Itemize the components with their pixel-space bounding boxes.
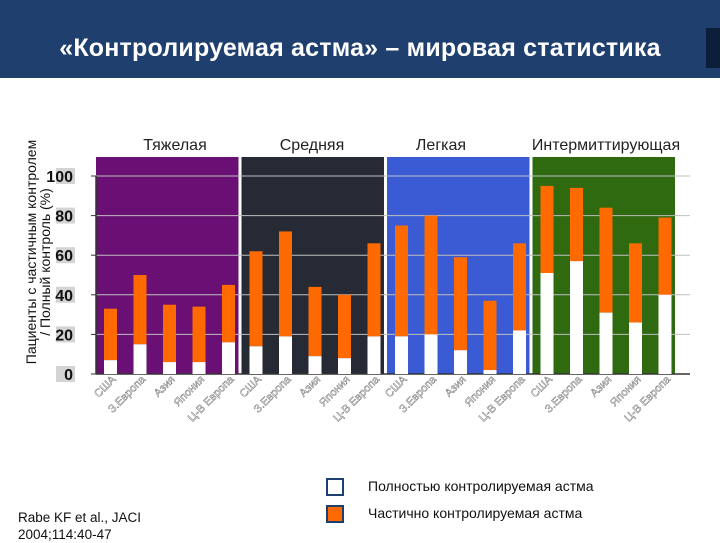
x-tick-label-3-3: Азия (443, 374, 469, 400)
bar-partial-4-4 (629, 243, 642, 323)
bar-full-3-5 (513, 330, 526, 374)
bar-partial-2-5 (367, 243, 381, 337)
bar-full-1-1 (104, 360, 117, 374)
y-tick-tile-80 (56, 207, 75, 224)
group-title-4: Интермиттирующая (532, 137, 680, 154)
citation-line-1: Rabe KF et al., JACI (18, 510, 142, 525)
bar-full-1-2 (133, 344, 147, 374)
citation: Rabe KF et al., JACI 2004;114:40-47 (18, 509, 218, 543)
bar-full-4-4 (629, 322, 642, 374)
bar-full-4-3 (599, 312, 613, 374)
bar-full-2-5 (367, 336, 381, 374)
y-tick-tile-60 (56, 247, 75, 264)
citation-line-2: 2004;114:40-47 (18, 527, 112, 542)
y-tick-label-20: 20 (55, 327, 73, 344)
x-tick-label-3-1: США (383, 373, 410, 400)
x-tick-label-1-3: Азия (152, 374, 178, 400)
bar-full-3-4 (483, 370, 497, 374)
bar-partial-3-3 (454, 257, 467, 351)
bar-full-1-4 (192, 362, 206, 374)
x-tick-label-1-1: США (92, 373, 119, 400)
y-tick-tile-0 (56, 366, 75, 382)
legend-swatch-full-control (326, 478, 344, 496)
y-tick-tile-100 (56, 168, 75, 184)
legend-label-full-control: Полностью контролируемая астма (368, 478, 594, 494)
bar-partial-2-2 (279, 231, 292, 337)
bar-full-2-4 (338, 358, 351, 374)
x-tick-label-2-1: США (238, 373, 265, 400)
bar-partial-1-2 (133, 275, 147, 345)
bar-partial-3-2 (424, 215, 438, 335)
bar-partial-3-4 (483, 300, 497, 371)
bar-full-3-3 (454, 350, 467, 374)
bar-partial-4-2 (570, 187, 583, 262)
x-tick-label-2-3: Азия (297, 374, 323, 400)
bar-full-1-3 (163, 362, 176, 374)
slide-title: «Контролируемая астма» – мировая статист… (59, 34, 661, 62)
bar-full-4-5 (658, 294, 672, 374)
x-tick-label-4-1: США (529, 373, 556, 400)
y-tick-label-40: 40 (55, 288, 73, 305)
y-tick-label-100: 100 (46, 169, 73, 186)
bar-partial-3-5 (513, 243, 526, 331)
y-axis-title-line-2: / Полный контроль (%) (37, 188, 53, 336)
legend-label-partial-control: Частично контролируемая астма (368, 505, 583, 521)
bar-partial-2-1 (249, 251, 263, 347)
bar-full-2-1 (249, 346, 263, 374)
bar-partial-4-1 (540, 185, 554, 274)
bar-partial-2-4 (338, 294, 351, 359)
bar-full-3-2 (424, 334, 438, 374)
bar-partial-1-5 (222, 284, 235, 343)
bar-partial-1-4 (192, 306, 206, 363)
y-tick-label-60: 60 (55, 248, 73, 265)
chart: 0 20 40 60 80 100 Пациенты с частичным контрол… (23, 137, 690, 425)
group-title-2: Средняя (280, 137, 345, 154)
bar-partial-3-1 (395, 225, 408, 337)
y-axis-title-line-1: Пациенты с частичным контролем (23, 140, 39, 364)
bar-full-4-2 (570, 261, 583, 374)
bar-partial-4-5 (658, 217, 672, 295)
y-tick-tile-20 (56, 326, 75, 343)
bar-full-2-2 (279, 336, 292, 374)
x-tick-label-4-3: Азия (588, 374, 614, 400)
bar-partial-1-3 (163, 304, 176, 363)
bar-full-3-1 (395, 336, 408, 374)
y-tick-label-80: 80 (55, 209, 73, 226)
y-tick-tile-40 (56, 286, 75, 303)
group-title-1: Тяжелая (143, 137, 207, 154)
legend-swatch-partial-control (326, 505, 344, 523)
title-bar (0, 0, 720, 78)
group-title-3: Легкая (416, 137, 466, 154)
bar-full-2-3 (308, 356, 322, 374)
bar-partial-4-3 (599, 207, 613, 313)
bar-partial-2-3 (308, 286, 322, 357)
bar-full-1-5 (222, 342, 235, 374)
title-accent (706, 28, 720, 68)
y-tick-label-0: 0 (64, 367, 73, 384)
bar-partial-1-1 (104, 308, 117, 361)
bar-full-4-1 (540, 273, 554, 374)
